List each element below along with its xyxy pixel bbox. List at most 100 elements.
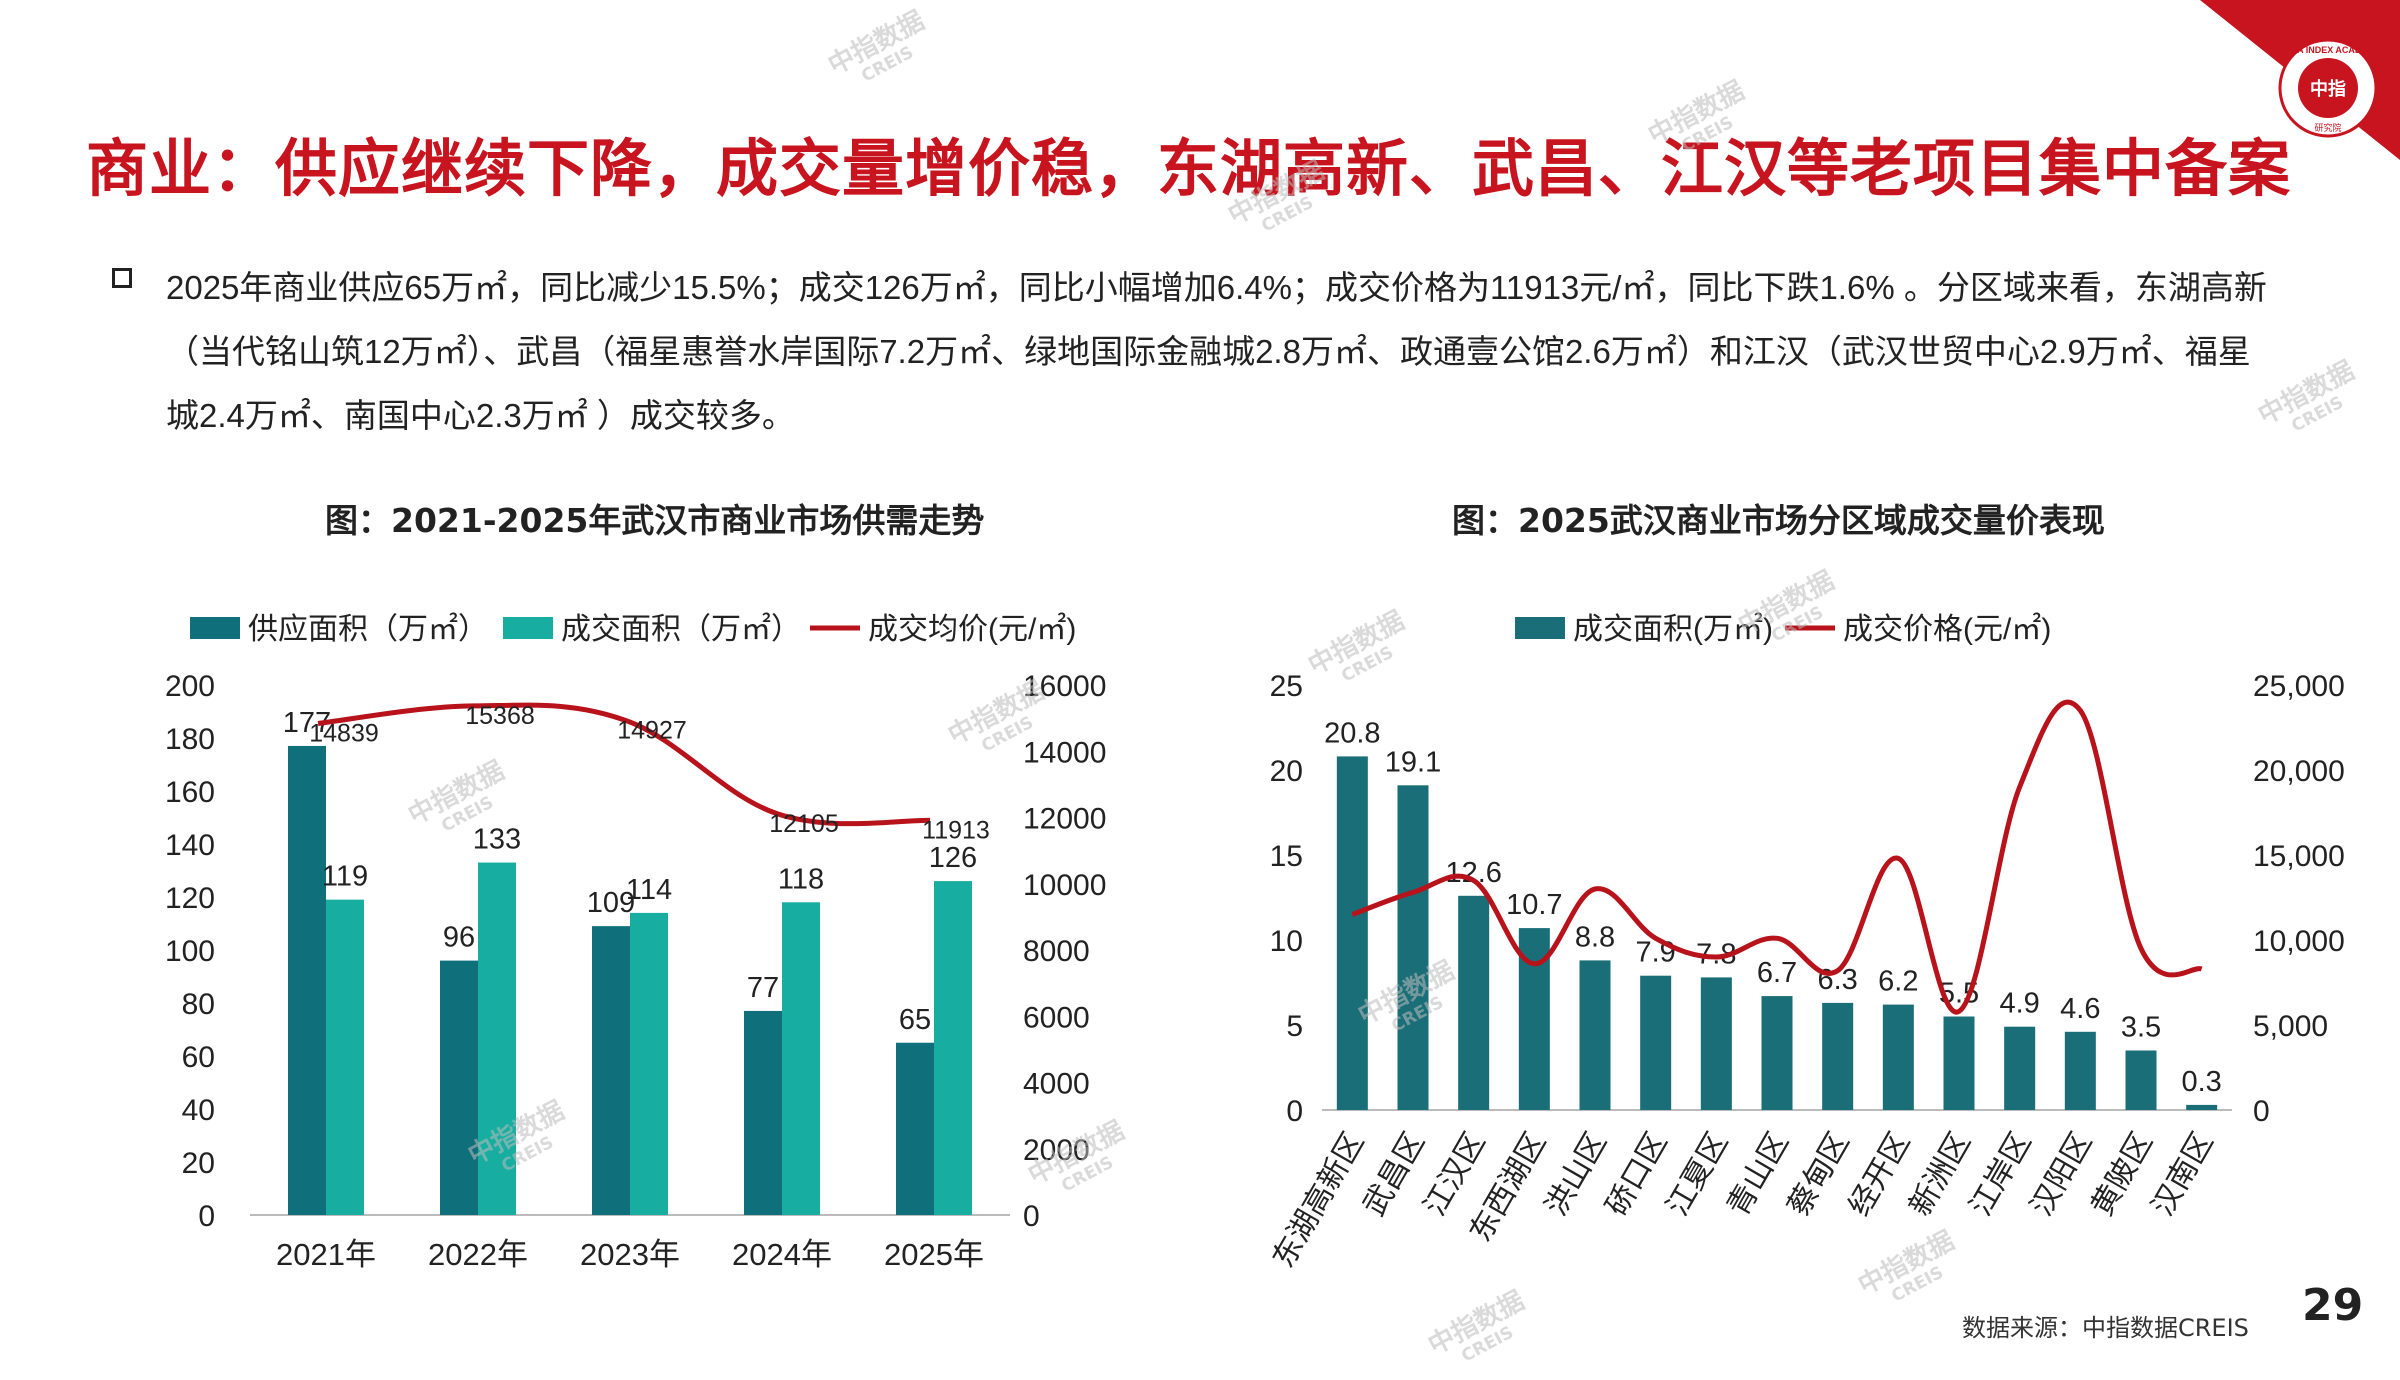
- y-left-tick: 200: [165, 670, 215, 703]
- label-price: 12105: [769, 810, 839, 838]
- x-tick-district: 东湖高新区: [1267, 1127, 1371, 1273]
- y-left-tick: 10: [1270, 925, 1303, 958]
- label-area: 12.6: [1445, 857, 1501, 889]
- label-area: 4.9: [2000, 988, 2040, 1020]
- label-area: 19.1: [1385, 746, 1441, 778]
- bar-area: [1640, 975, 1672, 1110]
- y-right-tick: 0: [1023, 1200, 1040, 1233]
- bar-area: [2186, 1104, 2218, 1110]
- x-tick-district: 青山区: [1721, 1127, 1795, 1221]
- bar-area: [1882, 1004, 1914, 1110]
- y-right-tick: 15,000: [2253, 840, 2345, 873]
- label-supply: 65: [899, 1004, 931, 1036]
- line-price: [317, 702, 931, 827]
- x-tick-district: 武昌区: [1357, 1127, 1431, 1221]
- x-tick-year: 2023年: [580, 1237, 680, 1272]
- label-deal: 114: [626, 874, 672, 906]
- label-area: 20.8: [1324, 717, 1380, 749]
- x-tick-district: 江岸区: [1964, 1127, 2038, 1221]
- y-right-tick: 4000: [1023, 1068, 1090, 1101]
- x-tick-year: 2024年: [732, 1237, 832, 1272]
- x-tick-district: 江夏区: [1661, 1127, 1735, 1221]
- y-left-tick: 15: [1270, 840, 1303, 873]
- x-tick-district: 汉南区: [2146, 1127, 2220, 1221]
- y-left-tick: 140: [165, 829, 215, 862]
- bar-supply: [896, 1042, 934, 1215]
- label-supply: 109: [587, 887, 635, 919]
- bar-supply: [592, 926, 630, 1215]
- data-source: 数据来源：中指数据CREIS: [1962, 1314, 2249, 1342]
- y-left-tick: 25: [1270, 670, 1303, 703]
- legend-label-price: 成交均价(元/㎡): [868, 613, 1076, 646]
- page-number: 29: [2302, 1280, 2364, 1331]
- legend-label-supply: 供应面积（万㎡）: [248, 613, 488, 646]
- chart1-title: 图：2021-2025年武汉市商业市场供需走势: [325, 501, 985, 540]
- label-area: 3.5: [2121, 1012, 2161, 1044]
- x-tick-district: 汉阳区: [2025, 1127, 2099, 1221]
- label-deal: 126: [929, 842, 977, 874]
- y-right-tick: 2000: [1023, 1134, 1090, 1167]
- y-left-tick: 5: [1286, 1010, 1303, 1043]
- bar-area: [2004, 1026, 2036, 1110]
- x-tick-year: 2025年: [884, 1237, 984, 1272]
- y-left-tick: 80: [182, 988, 215, 1021]
- y-right-tick: 25,000: [2253, 670, 2345, 703]
- label-area: 4.6: [2060, 993, 2100, 1025]
- label-price: 14839: [309, 719, 379, 747]
- line-price2: [1351, 699, 2203, 1015]
- bar-supply: [288, 745, 326, 1215]
- legend-swatch-deal: [503, 617, 553, 639]
- bar-area: [1397, 785, 1429, 1110]
- logo-inner-ring: [2298, 58, 2358, 118]
- legend-label-deal: 成交面积（万㎡）: [561, 613, 801, 646]
- label-price: 14927: [617, 717, 687, 745]
- bar-area: [1943, 1016, 1975, 1110]
- label-deal: 119: [322, 861, 368, 893]
- y-left-tick: 0: [198, 1200, 215, 1233]
- chart2-title: 图：2025武汉商业市场分区域成交量价表现: [1452, 501, 2105, 540]
- x-tick-district: 经开区: [1843, 1127, 1917, 1221]
- label-area: 6.7: [1757, 957, 1797, 989]
- bar-area: [2064, 1031, 2096, 1110]
- legend-swatch-supply: [190, 617, 240, 639]
- y-right-tick: 10,000: [2253, 925, 2345, 958]
- x-tick-district: 新洲区: [1903, 1127, 1977, 1221]
- label-price: 11913: [922, 816, 990, 844]
- y-right-tick: 5,000: [2253, 1010, 2328, 1043]
- y-left-tick: 160: [165, 776, 215, 809]
- y-right-tick: 12000: [1023, 803, 1106, 836]
- corner-logo: CHINA INDEX ACADEMY 中指 研究院: [2200, 0, 2400, 160]
- bar-area: [1761, 996, 1793, 1110]
- x-tick-district: 蔡甸区: [1782, 1127, 1856, 1221]
- bar-supply: [440, 960, 478, 1215]
- y-left-tick: 20: [1270, 755, 1303, 788]
- bar-area: [1579, 960, 1611, 1110]
- bar-area: [1336, 756, 1368, 1110]
- supply-demand-chart: 供应面积（万㎡） 成交面积（万㎡） 成交均价(元/㎡)020406080100120…: [165, 613, 2345, 1273]
- y-right-tick: 16000: [1023, 670, 1106, 703]
- label-price: 15368: [465, 702, 535, 730]
- legend-label-price2: 成交价格(元/㎡): [1843, 613, 2051, 646]
- y-left-tick: 120: [165, 882, 215, 915]
- x-tick-year: 2022年: [428, 1237, 528, 1272]
- bar-deal: [934, 881, 972, 1215]
- logo-ring-text: CHINA INDEX ACADEMY: [2275, 45, 2381, 55]
- y-left-tick: 60: [182, 1041, 215, 1074]
- label-area: 10.7: [1506, 889, 1562, 921]
- y-left-tick: 20: [182, 1147, 215, 1180]
- page-title: 商业：供应继续下降，成交量增价稳，东湖高新、武昌、江汉等老项目集中备案: [86, 132, 2292, 205]
- label-area: 0.3: [2182, 1066, 2222, 1098]
- y-right-tick: 0: [2253, 1095, 2270, 1128]
- bar-area: [1822, 1002, 1854, 1110]
- y-right-tick: 6000: [1023, 1001, 1090, 1034]
- bar-deal: [326, 899, 364, 1215]
- bar-deal: [782, 902, 820, 1215]
- y-right-tick: 20,000: [2253, 755, 2345, 788]
- y-left-tick: 180: [165, 723, 215, 756]
- bar-supply: [744, 1010, 782, 1215]
- y-right-tick: 14000: [1023, 736, 1106, 769]
- y-left-tick: 0: [1286, 1095, 1303, 1128]
- legend-swatch-area: [1515, 617, 1565, 639]
- label-supply: 96: [443, 922, 475, 954]
- y-right-tick: 8000: [1023, 935, 1090, 968]
